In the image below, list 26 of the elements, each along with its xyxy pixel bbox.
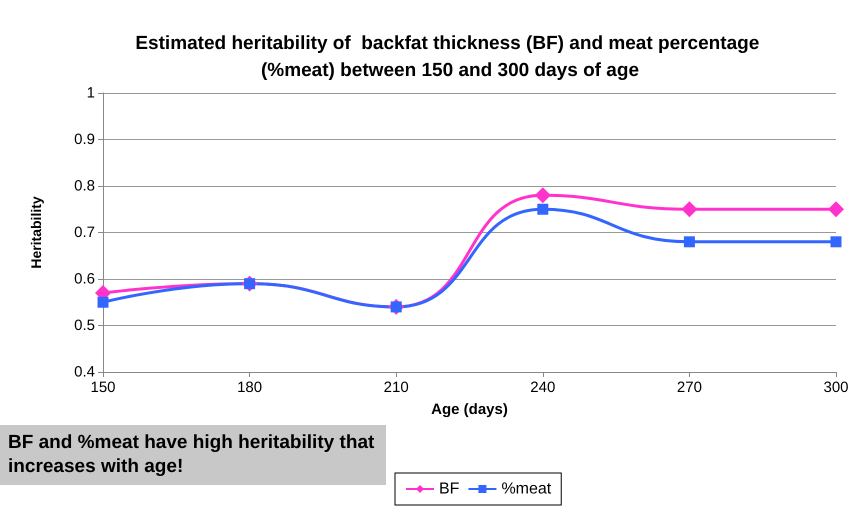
x-tick-label: 270 (676, 379, 702, 396)
x-tick-label: 180 (237, 379, 262, 396)
y-axis-title: Heritability (28, 196, 44, 269)
y-tick-label: 1 (86, 84, 95, 102)
legend-label: %meat (501, 480, 552, 498)
point (830, 236, 842, 248)
point (537, 204, 548, 215)
text: BF and %meat have high heritability that increases with age! (0, 425, 386, 485)
x-tick-label: 210 (384, 379, 409, 396)
x-tick-label: 240 (530, 379, 556, 396)
point (681, 201, 698, 218)
point (534, 187, 551, 204)
point (828, 201, 844, 218)
y-tick-label: 0.5 (74, 317, 95, 334)
chart-title: Estimated heritability of backfat thickness (BF) and meat percentage (%meat) between 150 and 300 days of age (135, 33, 765, 81)
x-tick-label: 150 (90, 379, 116, 396)
point (98, 296, 108, 308)
y-tick-label: 0.8 (74, 178, 95, 194)
y-tick-label: 0.7 (74, 224, 95, 241)
x-axis-title: Age (days) (431, 401, 508, 418)
x-tick-label: 300 (823, 379, 849, 396)
legend-label: BF (439, 480, 460, 498)
point (684, 236, 695, 248)
y-tick-label: 0.9 (74, 131, 95, 148)
y-tick-label: 0.6 (74, 270, 95, 288)
y-tick-label: 0.4 (74, 364, 95, 380)
